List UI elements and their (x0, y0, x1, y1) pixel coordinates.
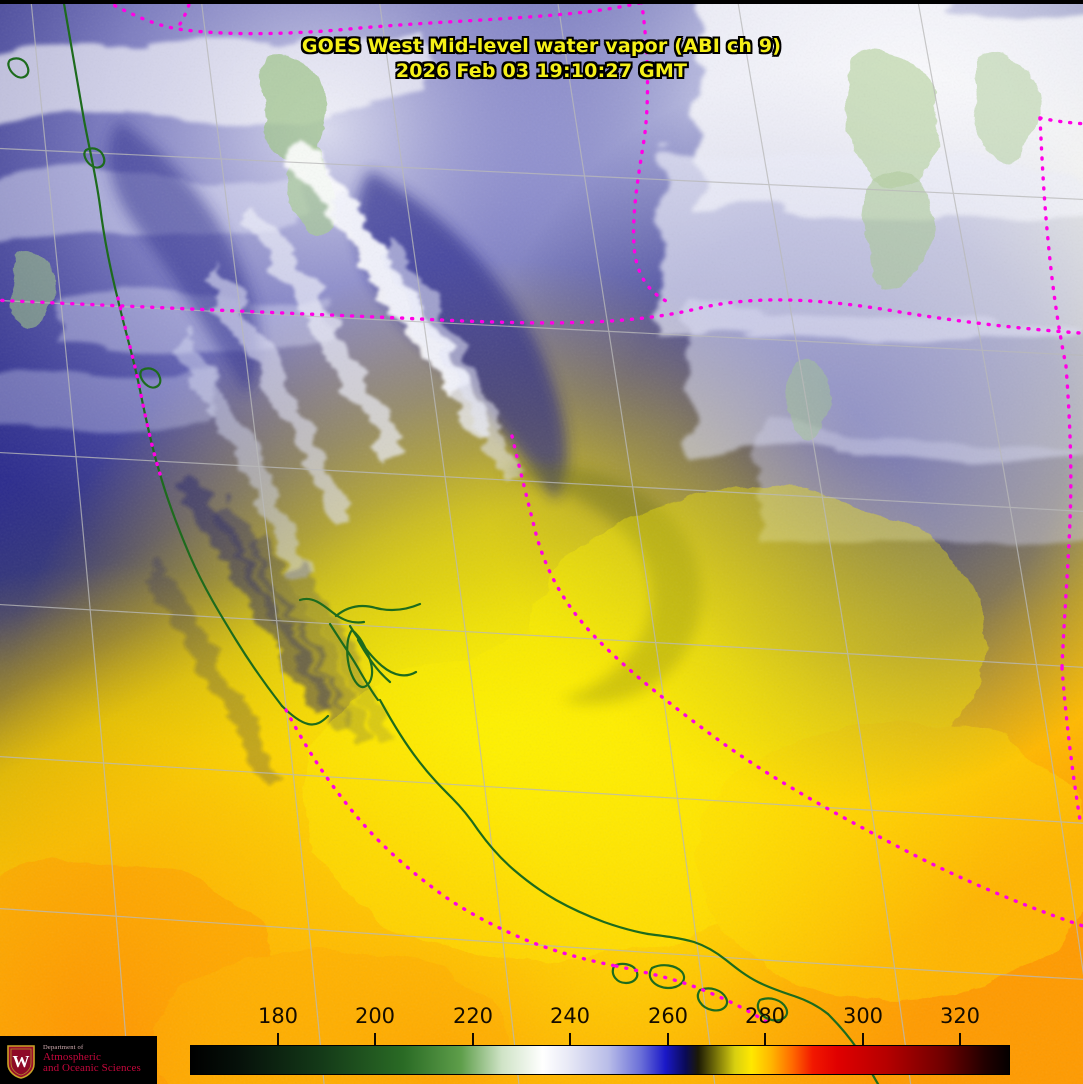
colorbar-tick-mark (862, 1033, 864, 1045)
logo-department-of: Department of (43, 1044, 84, 1052)
political-borders (0, 0, 1083, 1026)
logo-dept-line2: and Oceanic Sciences (43, 1062, 141, 1075)
colorbar-ticks (0, 1033, 1083, 1045)
uw-shield-svg: W (7, 1045, 35, 1079)
colorbar-tick-label: 260 (647, 1004, 689, 1028)
colorbar-tick-label: 280 (744, 1004, 786, 1028)
colorbar-tick-mark (374, 1033, 376, 1045)
colorbar-tick-label: 320 (939, 1004, 981, 1028)
colorbar-ramp (191, 1046, 1009, 1074)
colorbar-tick-label: 180 (257, 1004, 299, 1028)
colorbar-tick-mark (569, 1033, 571, 1045)
uw-aos-logo: W Department of Atmospheric and Oceanic … (0, 1036, 157, 1084)
colorbar-tick-label: 220 (452, 1004, 494, 1028)
colorbar-tick-label: 200 (354, 1004, 396, 1028)
uw-crest-icon: W (4, 1040, 38, 1080)
colorbar-labels: 180 200 220 240 260 280 300 320 (0, 1004, 1083, 1030)
colorbar-tick-label: 240 (549, 1004, 591, 1028)
colorbar-tick-mark (277, 1033, 279, 1045)
colorbar-gradient (190, 1045, 1010, 1075)
colorbar: 180 200 220 240 260 280 300 320 (0, 1000, 1083, 1084)
colorbar-tick-mark (959, 1033, 961, 1045)
colorbar-tick-mark (472, 1033, 474, 1045)
colorbar-tick-label: 300 (842, 1004, 884, 1028)
crest-letter: W (13, 1052, 30, 1071)
colorbar-tick-mark (764, 1033, 766, 1045)
logo-text-block: Department of Atmospheric and Oceanic Sc… (43, 1045, 141, 1074)
logo-dept-line1: Atmospheric (43, 1051, 101, 1064)
colorbar-tick-mark (667, 1033, 669, 1045)
